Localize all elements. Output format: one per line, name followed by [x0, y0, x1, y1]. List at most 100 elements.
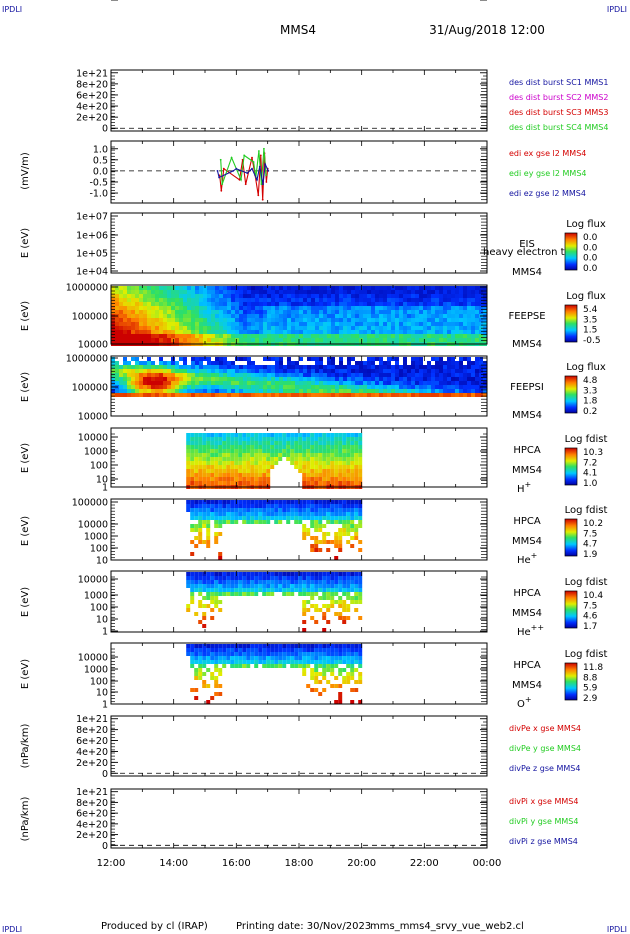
spectrogram-cell — [210, 576, 215, 580]
spectrogram-cell — [210, 481, 215, 485]
spectrogram-cell — [479, 330, 483, 334]
data-point — [256, 178, 258, 181]
spectrogram-cell — [294, 437, 299, 441]
spectrogram-cell — [215, 314, 219, 318]
spectrogram-cell — [331, 306, 335, 310]
spectrogram-cell — [198, 437, 203, 441]
spectrogram-cell — [455, 365, 459, 369]
spectrogram-cell — [127, 298, 131, 302]
y-tick-label: 1 — [102, 700, 108, 711]
spectrogram-cell — [322, 508, 327, 512]
spectrogram-cell — [286, 660, 291, 664]
spectrogram-cell — [226, 512, 231, 516]
spectrogram-cell — [179, 322, 183, 326]
spectrogram-cell — [314, 516, 319, 520]
spectrogram-cell — [283, 381, 287, 385]
spectrogram-cell — [306, 445, 311, 449]
spectrogram-cell — [435, 322, 439, 326]
spectrogram-cell — [346, 596, 351, 600]
spectrogram-cell — [330, 441, 335, 445]
spectrogram-cell — [255, 334, 259, 338]
spectrogram-cell — [230, 516, 235, 520]
spectrogram-cell — [183, 393, 187, 397]
spectrogram-cell — [483, 377, 487, 381]
spectrogram-cell — [267, 357, 271, 361]
spectrogram-cell — [327, 338, 331, 342]
spectrogram-cell — [463, 393, 467, 397]
spectrogram-cell — [447, 393, 451, 397]
spectrogram-cell — [351, 306, 355, 310]
spectrogram-cell — [326, 664, 331, 668]
spectrogram-cell — [459, 357, 463, 361]
spectrogram-cell — [211, 298, 215, 302]
spectrogram-cell — [367, 298, 371, 302]
spectrogram-cell — [423, 314, 427, 318]
spectrogram-cell — [351, 286, 355, 290]
spectrogram-cell — [350, 504, 355, 508]
spectrogram-cell — [283, 373, 287, 377]
spectrogram-cell — [354, 588, 359, 592]
spectrogram-cell — [395, 369, 399, 373]
spectrogram-cell — [203, 377, 207, 381]
spectrogram-cell — [338, 516, 343, 520]
spectrogram-cell — [143, 302, 147, 306]
spectrogram-cell — [347, 373, 351, 377]
spectrogram-cell — [127, 361, 131, 365]
spectrogram-cell — [155, 377, 159, 381]
spectrogram-cell — [194, 457, 199, 461]
spectrogram-cell — [338, 449, 343, 453]
spectrogram-cell — [246, 652, 251, 656]
spectrogram-cell — [291, 381, 295, 385]
spectrogram-cell — [339, 334, 343, 338]
spectrogram-cell — [222, 504, 227, 508]
y-tick-label: 1e+07 — [76, 212, 108, 223]
spectrogram-cell — [258, 457, 263, 461]
spectrogram-cell — [295, 369, 299, 373]
spectrogram-cell — [218, 453, 223, 457]
spectrogram-cell — [250, 572, 255, 576]
spectrogram-cell — [218, 449, 223, 453]
spectrogram-cell — [355, 338, 359, 342]
spectrogram-cell — [383, 326, 387, 330]
spectrogram-cell — [250, 508, 255, 512]
spectrogram-cell — [207, 393, 211, 397]
spectrogram-cell — [314, 664, 319, 668]
spectrogram-cell — [350, 652, 355, 656]
spectrogram-cell — [175, 393, 179, 397]
spectrogram-cell — [331, 334, 335, 338]
spectrogram-cell — [207, 290, 211, 294]
spectrogram-cell — [294, 580, 299, 584]
spectrogram-cell — [319, 318, 323, 322]
spectrogram-cell — [163, 334, 167, 338]
spectrogram-cell — [203, 326, 207, 330]
spectrogram-cell — [354, 441, 359, 445]
spectrogram-cell — [359, 298, 363, 302]
spectrogram-cell — [307, 322, 311, 326]
spectrogram-cell — [330, 469, 335, 473]
spectrogram-cell — [167, 393, 171, 397]
spectrogram-cell — [298, 520, 303, 524]
spectrogram-cell — [427, 381, 431, 385]
spectrogram-cell — [230, 648, 235, 652]
spectrogram-cell — [343, 334, 347, 338]
spectrogram-cell — [354, 453, 359, 457]
spectrogram-cell — [294, 520, 299, 524]
spectrogram-cell — [342, 477, 347, 481]
spectrogram-cell — [267, 326, 271, 330]
spectrogram-cell — [290, 580, 295, 584]
spectrogram-cell — [479, 310, 483, 314]
spectrogram-cell — [359, 330, 363, 334]
spectrogram-cell — [214, 433, 219, 437]
spectrogram-cell — [322, 461, 327, 465]
spectrogram-cell — [287, 393, 291, 397]
spectrogram-cell — [463, 286, 467, 290]
spectrogram-cell — [338, 481, 343, 485]
spectrogram-cell — [343, 306, 347, 310]
spectrogram-cell — [211, 326, 215, 330]
spectrogram-cell — [199, 385, 203, 389]
spectrogram-cell — [354, 524, 359, 528]
spectrogram-cell — [167, 373, 171, 377]
spectrogram-cell — [282, 572, 287, 576]
spectrogram-cell — [334, 700, 339, 704]
y-tick-label: 10 — [96, 688, 108, 699]
